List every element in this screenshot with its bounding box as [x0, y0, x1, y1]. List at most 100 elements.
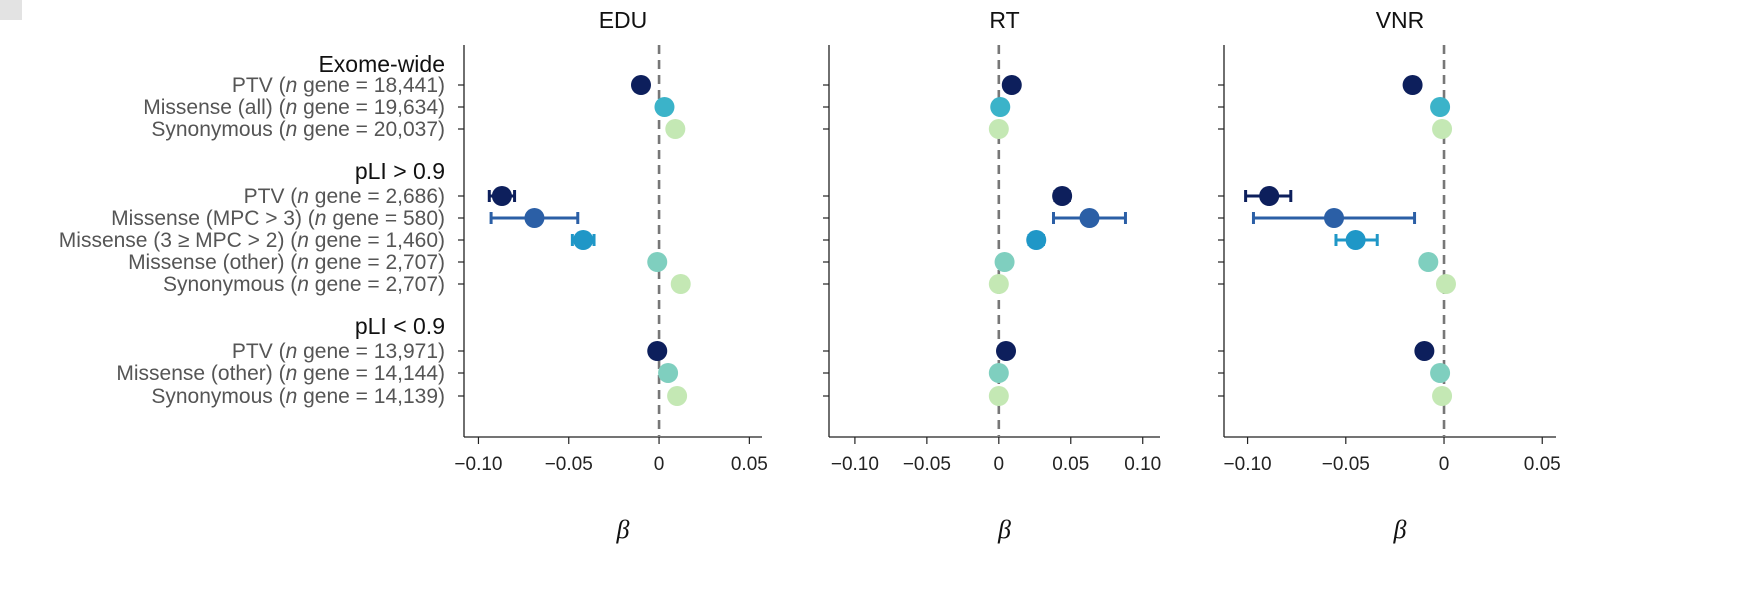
- row-label-text: PTV (: [232, 340, 286, 363]
- estimate-point: [1430, 97, 1451, 117]
- estimate-point: [988, 274, 1009, 294]
- row-label-text: Missense (all) (: [143, 96, 285, 119]
- estimate-point: [573, 230, 594, 250]
- x-tick-label: −0.10: [1224, 454, 1272, 475]
- row-label-n: n: [315, 207, 327, 230]
- panel-title: VNR: [1376, 7, 1425, 33]
- row-label-text: Missense (MPC > 3) (: [111, 207, 315, 230]
- row-label-text: gene = 19,634): [297, 96, 445, 119]
- x-tick-label: 0: [1439, 454, 1450, 475]
- row-label-n: n: [286, 96, 298, 119]
- corner-tab: [0, 0, 22, 20]
- x-tick-label: −0.05: [903, 454, 951, 475]
- row-label-text: Synonymous (: [151, 118, 285, 141]
- row-label-text: Synonymous (: [163, 273, 297, 296]
- row-label: Missense (all) (n gene = 19,634): [143, 96, 445, 119]
- panel-edu: EDU −0.10 −0.05 0 0.05 β: [454, 7, 767, 544]
- group-label: pLI > 0.9: [355, 158, 445, 184]
- x-axis-label: β: [997, 515, 1011, 544]
- x-tick-label: −0.05: [1322, 454, 1370, 475]
- panel-title: RT: [989, 7, 1019, 33]
- estimate-point: [990, 97, 1011, 117]
- estimate-point: [1259, 186, 1280, 206]
- estimate-point: [1430, 363, 1451, 383]
- estimate-point: [1324, 208, 1345, 228]
- estimate-point: [1345, 230, 1366, 250]
- panel-rt: RT −0.10 −0.05 0 0.05 0.10 β: [823, 7, 1161, 544]
- row-label-text: Missense (other) (: [116, 362, 285, 385]
- panel-vnr: VNR −0.10 −0.05 0 0.05 β: [1218, 7, 1561, 544]
- estimate-point: [491, 186, 512, 206]
- row-label-text: gene = 2,707): [309, 273, 445, 296]
- row-label-n: n: [286, 118, 298, 141]
- row-label-n: n: [297, 185, 309, 208]
- group-label: pLI < 0.9: [355, 313, 445, 339]
- row-label-n: n: [297, 251, 309, 274]
- estimate-point: [665, 119, 686, 139]
- estimate-point: [647, 252, 668, 272]
- panels: EDU −0.10 −0.05 0 0.05 β RT −0.10 −0.05 0 0.05 0.10…: [454, 7, 1560, 544]
- x-tick-label: 0: [994, 454, 1005, 475]
- row-label: PTV (n gene = 18,441): [232, 74, 445, 97]
- row-label-text: PTV (: [232, 74, 286, 97]
- x-tick-label: 0: [654, 454, 665, 475]
- row-label: Missense (MPC > 3) (n gene = 580): [111, 207, 445, 230]
- row-label-n: n: [297, 273, 309, 296]
- estimate-point: [667, 386, 688, 406]
- row-label: Missense (3 ≥ MPC > 2) (n gene = 1,460): [59, 229, 445, 252]
- panel-title: EDU: [599, 7, 648, 33]
- row-label-text: gene = 1,460): [309, 229, 445, 252]
- row-label: PTV (n gene = 13,971): [232, 340, 445, 363]
- estimate-point: [658, 363, 679, 383]
- estimate-point: [1432, 119, 1453, 139]
- row-label: Missense (other) (n gene = 2,707): [128, 251, 445, 274]
- row-label: Synonymous (n gene = 14,139): [151, 385, 445, 408]
- estimate-point: [988, 119, 1009, 139]
- estimate-point: [1435, 274, 1456, 294]
- estimate-point: [1418, 252, 1439, 272]
- row-label-text: gene = 20,037): [297, 118, 445, 141]
- estimate-point: [1001, 75, 1022, 95]
- x-axis-label: β: [1393, 515, 1407, 544]
- x-tick-label: −0.05: [545, 454, 593, 475]
- row-label: Synonymous (n gene = 20,037): [151, 118, 445, 141]
- row-label-n: n: [286, 385, 298, 408]
- estimate-point: [1079, 208, 1100, 228]
- row-label-n: n: [286, 340, 298, 363]
- row-label-text: gene = 14,139): [297, 385, 445, 408]
- estimate-point: [1052, 186, 1073, 206]
- group-label: Exome-wide: [318, 51, 445, 77]
- estimate-point: [647, 341, 668, 361]
- row-label-text: PTV (: [244, 185, 298, 208]
- x-tick-label: 0.05: [1052, 454, 1089, 475]
- x-tick-label: 0.05: [731, 454, 768, 475]
- estimate-point: [1026, 230, 1047, 250]
- row-label: Synonymous (n gene = 2,707): [163, 273, 445, 296]
- row-label-text: gene = 2,707): [309, 251, 445, 274]
- row-label-text: gene = 13,971): [297, 340, 445, 363]
- x-tick-label: 0.05: [1524, 454, 1561, 475]
- row-label-n: n: [286, 74, 298, 97]
- x-tick-label: −0.10: [454, 454, 502, 475]
- estimate-point: [988, 386, 1009, 406]
- row-label-n: n: [297, 229, 309, 252]
- row-label-text: Missense (3 ≥ MPC > 2) (: [59, 229, 298, 252]
- row-label-n: n: [286, 362, 298, 385]
- row-label-text: Synonymous (: [151, 385, 285, 408]
- estimate-point: [988, 363, 1009, 383]
- estimate-point: [654, 97, 675, 117]
- x-axis-label: β: [616, 515, 630, 544]
- estimate-point: [630, 75, 651, 95]
- row-label-text: gene = 580): [326, 207, 445, 230]
- row-label-text: gene = 2,686): [309, 185, 445, 208]
- estimate-point: [994, 252, 1015, 272]
- row-label-text: gene = 18,441): [297, 74, 445, 97]
- estimate-point: [996, 341, 1017, 361]
- row-label: Missense (other) (n gene = 14,144): [116, 362, 445, 385]
- estimate-point: [1432, 386, 1453, 406]
- estimate-point: [1414, 341, 1435, 361]
- x-tick-label: 0.10: [1124, 454, 1161, 475]
- row-label-text: gene = 14,144): [297, 362, 445, 385]
